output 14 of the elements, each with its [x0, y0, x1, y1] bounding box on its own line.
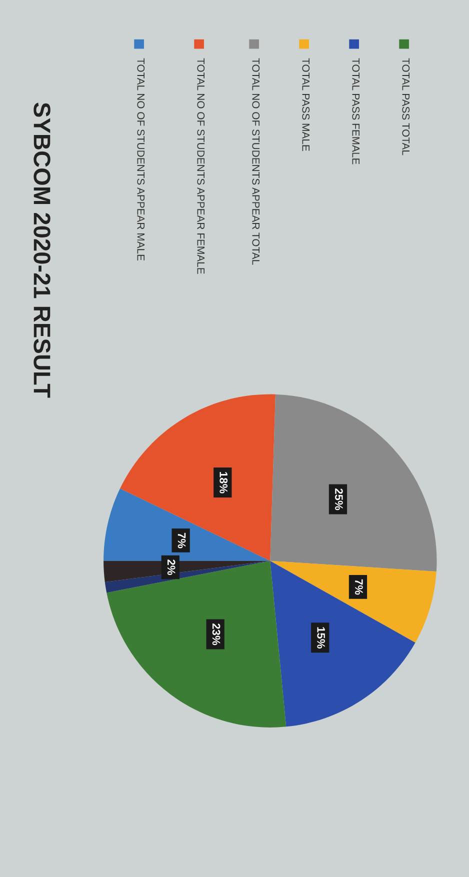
legend-label: TOTAL PASS MALE — [302, 58, 310, 151]
data-label: 18% — [220, 472, 228, 494]
data-label: 23% — [212, 624, 220, 646]
data-label: 7% — [178, 532, 186, 548]
data-label: 2% — [167, 560, 176, 575]
legend-label: TOTAL NO OF STUDENTS APPEAR TOTAL — [252, 58, 260, 265]
data-label: 25% — [334, 488, 343, 510]
text: SYBCOM 2020-21 RESULT — [34, 102, 50, 398]
data-label: 15% — [317, 627, 325, 648]
legend-label: TOTAL PASS TOTAL — [402, 58, 410, 156]
data-label: 7% — [355, 579, 363, 595]
legend-label: TOTAL NO OF STUDENTS APPEAR FEMALE — [197, 58, 205, 274]
legend-label: TOTAL NO OF STUDENTS APPEAR MALE — [137, 58, 145, 261]
legend-label: TOTAL PASS FEMALE — [352, 58, 360, 164]
